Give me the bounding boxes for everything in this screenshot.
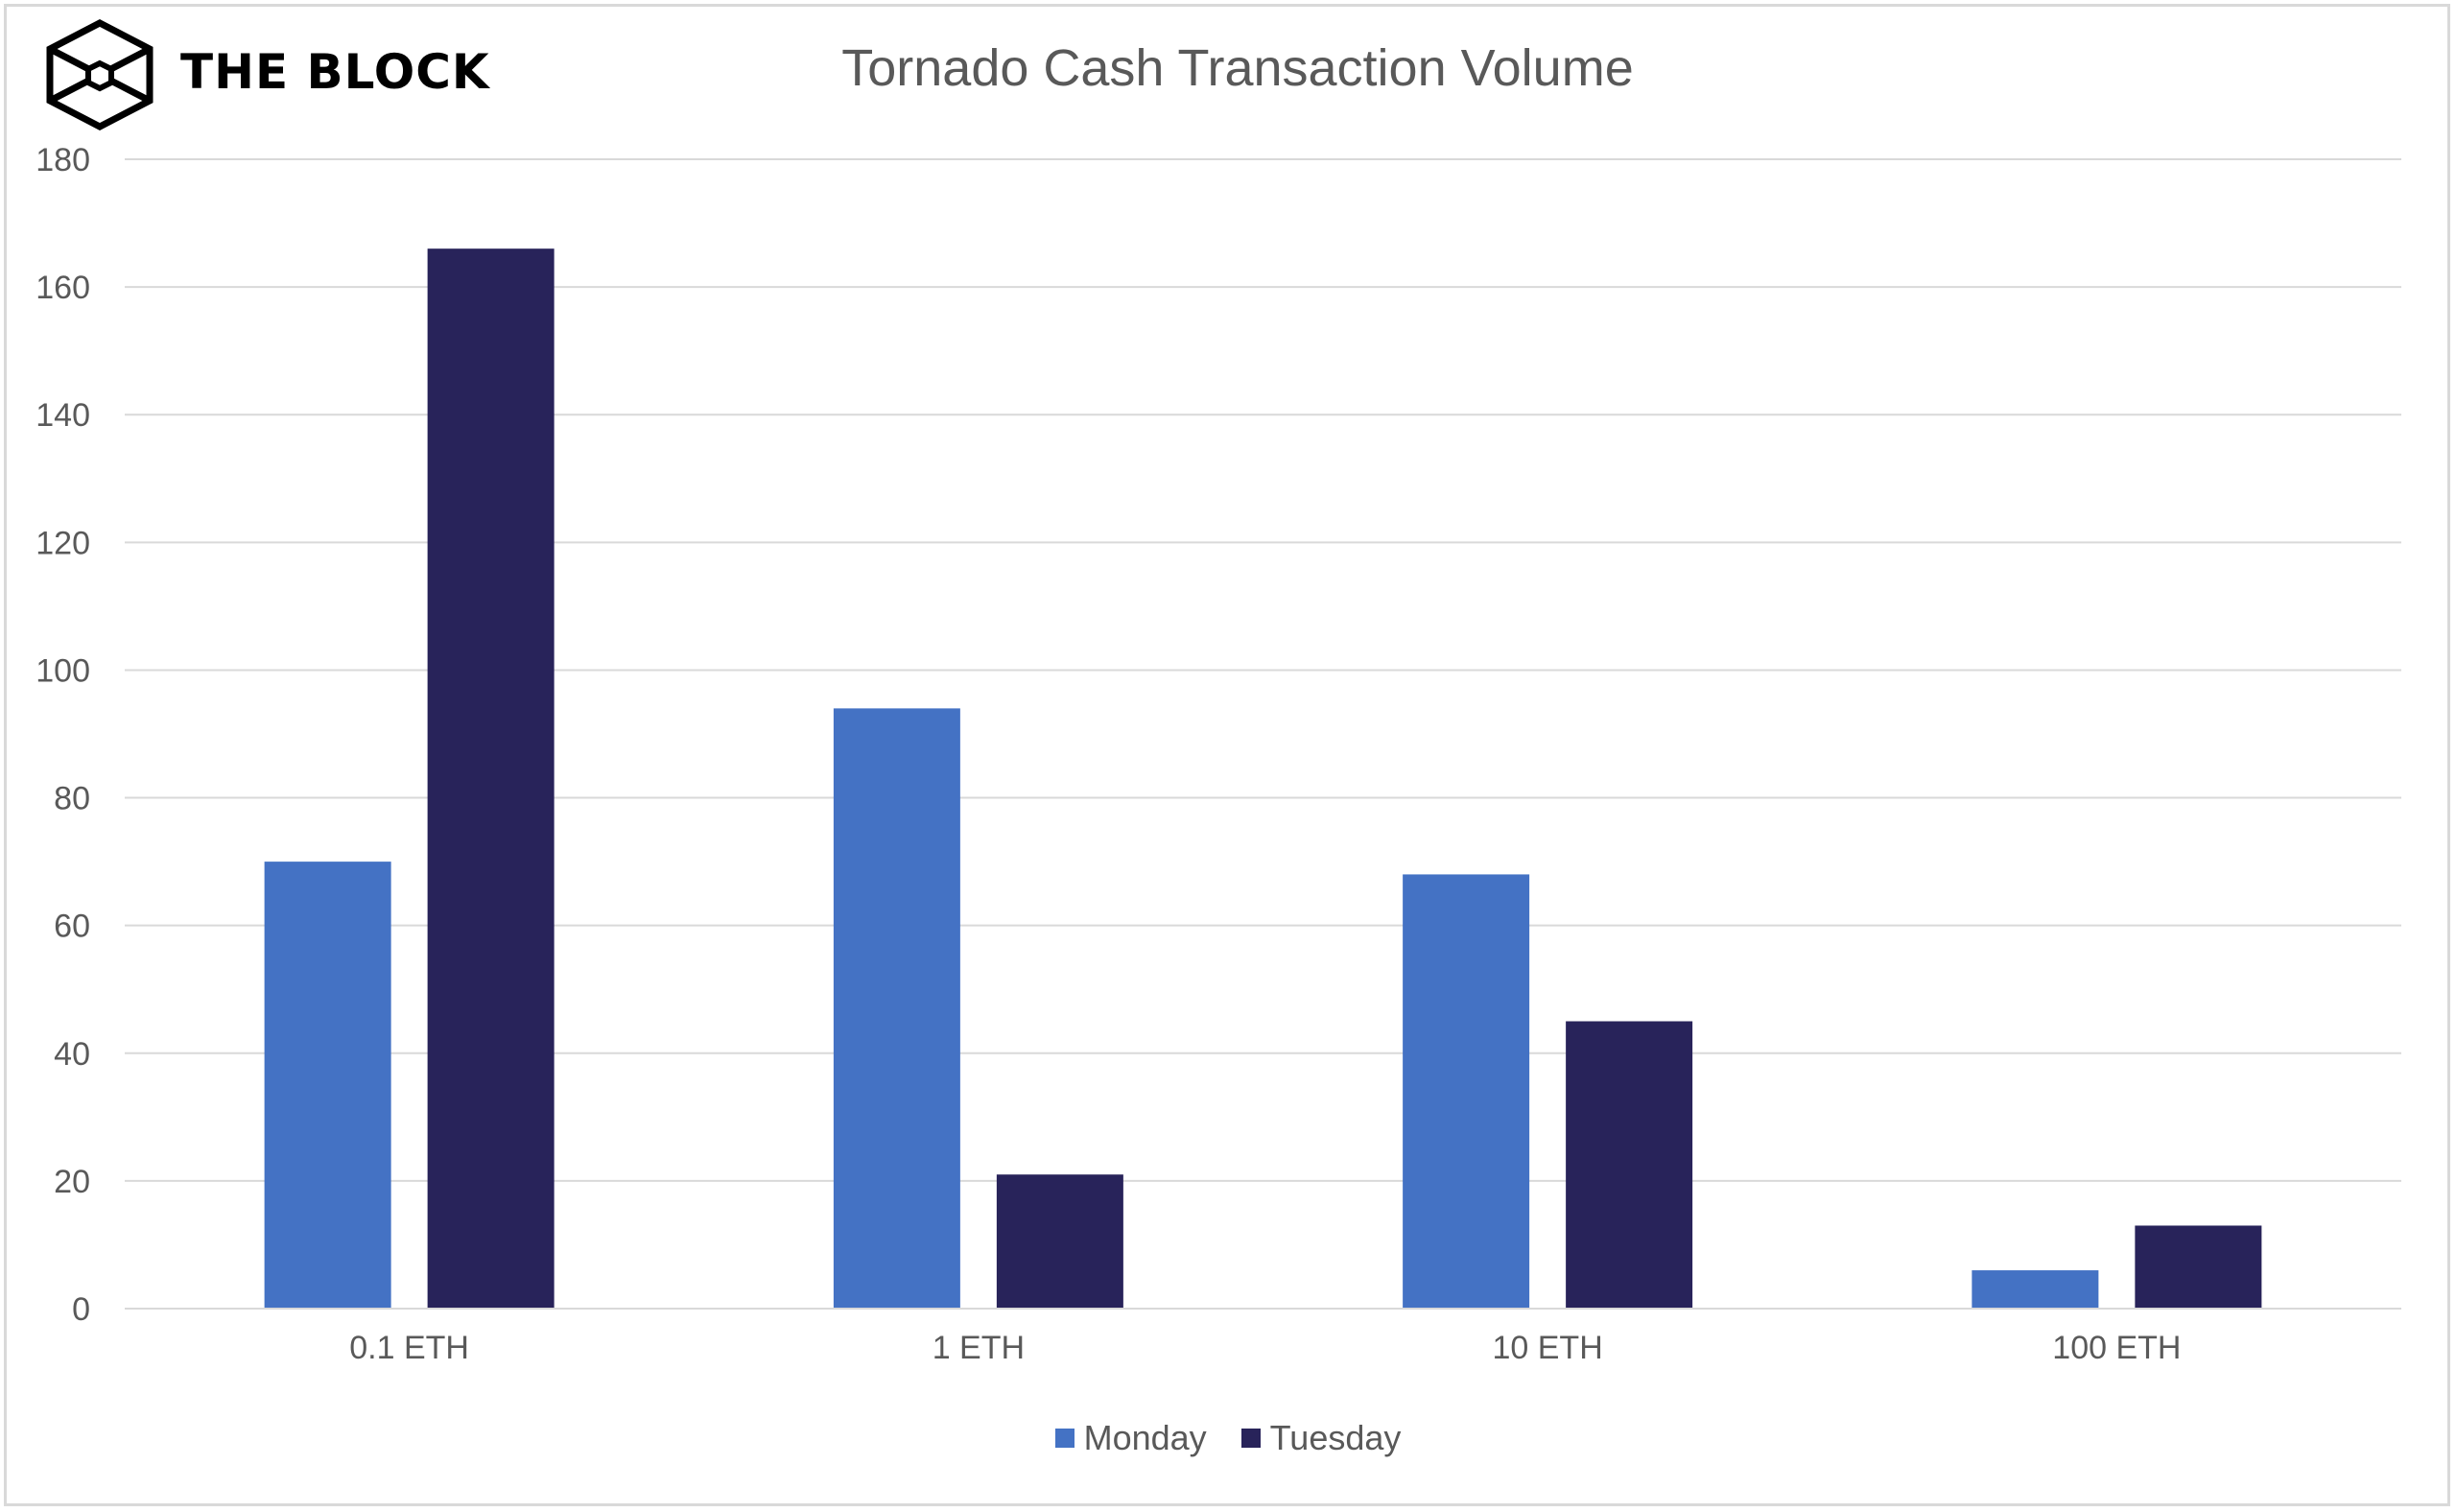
y-tick-label: 80 — [54, 781, 90, 817]
chart-frame — [4, 4, 2450, 1506]
bar-tuesday-100-eth — [2135, 1225, 2262, 1309]
y-tick-label: 120 — [35, 525, 90, 561]
x-tick-label: 0.1 ETH — [349, 1330, 469, 1366]
bar-tuesday-0-1-eth — [427, 248, 555, 1310]
y-tick-label: 20 — [54, 1164, 90, 1200]
x-tick-label: 10 ETH — [1492, 1330, 1602, 1366]
bar-monday-1-eth — [833, 708, 960, 1309]
y-tick-label: 40 — [54, 1036, 90, 1073]
y-tick-label: 140 — [35, 397, 90, 434]
y-tick-label: 160 — [35, 270, 90, 306]
the-block-logo-icon — [46, 19, 154, 130]
y-tick-label: 60 — [54, 909, 90, 945]
bar-tuesday-10-eth — [1566, 1021, 1693, 1309]
x-tick-label: 100 ETH — [2052, 1330, 2181, 1366]
bar-monday-100-eth — [1972, 1270, 2099, 1309]
y-tick-labels: 0 20 40 60 80 100 120 140 160 180 — [35, 142, 90, 1328]
x-tick-labels: 0.1 ETH 1 ETH 10 ETH 100 ETH — [349, 1330, 2181, 1366]
bar-tuesday-1-eth — [996, 1174, 1123, 1309]
legend-label-monday: Monday — [1083, 1418, 1207, 1457]
legend-swatch-tuesday — [1240, 1429, 1261, 1448]
bars — [264, 248, 2262, 1310]
x-tick-label: 1 ETH — [933, 1330, 1025, 1366]
chart-title: Tornado Cash Transaction Volume — [841, 39, 1634, 97]
legend: Monday Tuesday — [0, 1418, 2456, 1458]
legend-swatch-monday — [1054, 1429, 1074, 1448]
brand-name: THE BLOCK — [180, 44, 490, 100]
y-tick-label: 180 — [35, 142, 90, 178]
legend-item-monday: Monday — [1054, 1418, 1207, 1458]
y-tick-label: 100 — [35, 652, 90, 689]
bar-monday-10-eth — [1403, 874, 1530, 1309]
legend-label-tuesday: Tuesday — [1269, 1418, 1402, 1457]
legend-item-tuesday: Tuesday — [1240, 1418, 1402, 1458]
y-tick-label: 0 — [72, 1291, 90, 1328]
bar-monday-0-1-eth — [264, 862, 391, 1309]
